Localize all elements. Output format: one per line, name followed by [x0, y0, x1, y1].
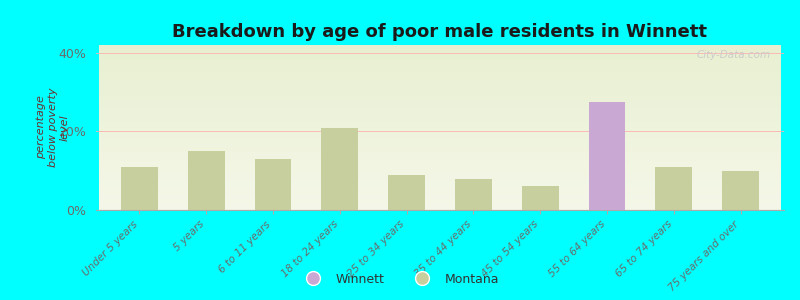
Y-axis label: percentage
below poverty
level: percentage below poverty level: [36, 88, 70, 167]
Bar: [121, 167, 158, 210]
Bar: [589, 102, 626, 210]
Bar: [254, 159, 291, 210]
Bar: [322, 128, 358, 210]
Bar: [522, 186, 558, 210]
Legend: Winnett, Montana: Winnett, Montana: [296, 268, 504, 291]
Text: City-Data.com: City-Data.com: [696, 50, 770, 60]
Bar: [722, 171, 759, 210]
Bar: [589, 171, 626, 210]
Title: Breakdown by age of poor male residents in Winnett: Breakdown by age of poor male residents …: [173, 23, 707, 41]
Bar: [455, 178, 492, 210]
Bar: [655, 167, 692, 210]
Bar: [188, 151, 225, 210]
Bar: [388, 175, 425, 210]
